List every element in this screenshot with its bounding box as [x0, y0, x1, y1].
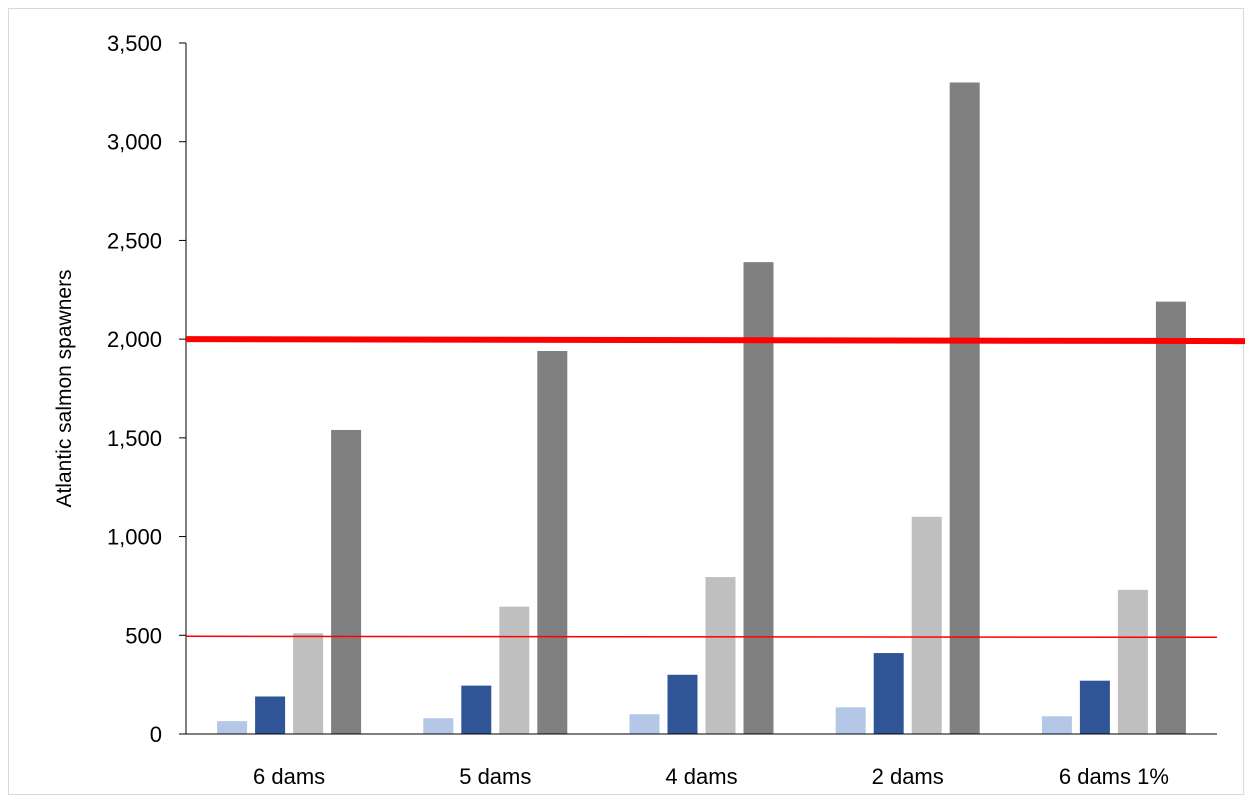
x-axis: 6 dams 5 dams 4 dams 2 dams 6 dams 1%: [186, 733, 1217, 789]
bar: [537, 350, 568, 734]
bar: [255, 696, 286, 734]
bar: [911, 516, 942, 734]
y-tick-label: 2,500: [107, 228, 162, 253]
bar: [835, 707, 866, 734]
bar: [499, 606, 530, 734]
y-axis: 0 500 1,000 1,500 2,000 2,500 3,000 3,500: [107, 31, 187, 747]
x-tick-label: 2 dams: [872, 764, 944, 789]
bar: [873, 653, 904, 734]
bar: [293, 633, 324, 734]
bar: [423, 718, 454, 734]
x-tick-label: 4 dams: [665, 764, 737, 789]
bar: [1155, 301, 1186, 734]
bar: [331, 429, 362, 734]
x-tick-label: 5 dams: [459, 764, 531, 789]
bar: [461, 685, 492, 734]
bar: [667, 674, 698, 734]
y-tick-label: 1,500: [107, 426, 162, 451]
y-tick-label: 3,500: [107, 31, 162, 56]
bars: [217, 82, 1186, 734]
bar: [1041, 716, 1072, 734]
bar: [743, 262, 774, 734]
bar-chart: 0 500 1,000 1,500 2,000 2,500 3,000 3,500 6 dam…: [53, 31, 1245, 789]
x-tick-label: 6 dams 1%: [1059, 764, 1169, 789]
reference-lines: [185, 336, 1245, 639]
y-axis-title: Atlantic salmon spawners: [53, 269, 76, 507]
bar: [1079, 680, 1110, 734]
bar: [629, 714, 660, 734]
y-tick-label: 3,000: [107, 130, 162, 155]
reference-line: [185, 635, 1218, 639]
y-tick-label: 1,000: [107, 525, 162, 550]
chart-frame: 0 500 1,000 1,500 2,000 2,500 3,000 3,500 6 dam…: [8, 8, 1245, 795]
reference-line: [185, 336, 1245, 345]
y-tick-label: 0: [150, 722, 162, 747]
y-tick-label: 2,000: [107, 327, 162, 352]
bar: [705, 577, 736, 734]
bar: [949, 82, 980, 734]
x-tick-label: 6 dams: [253, 764, 325, 789]
bar: [217, 721, 248, 734]
bar: [1117, 589, 1148, 734]
y-tick-label: 500: [125, 623, 162, 648]
